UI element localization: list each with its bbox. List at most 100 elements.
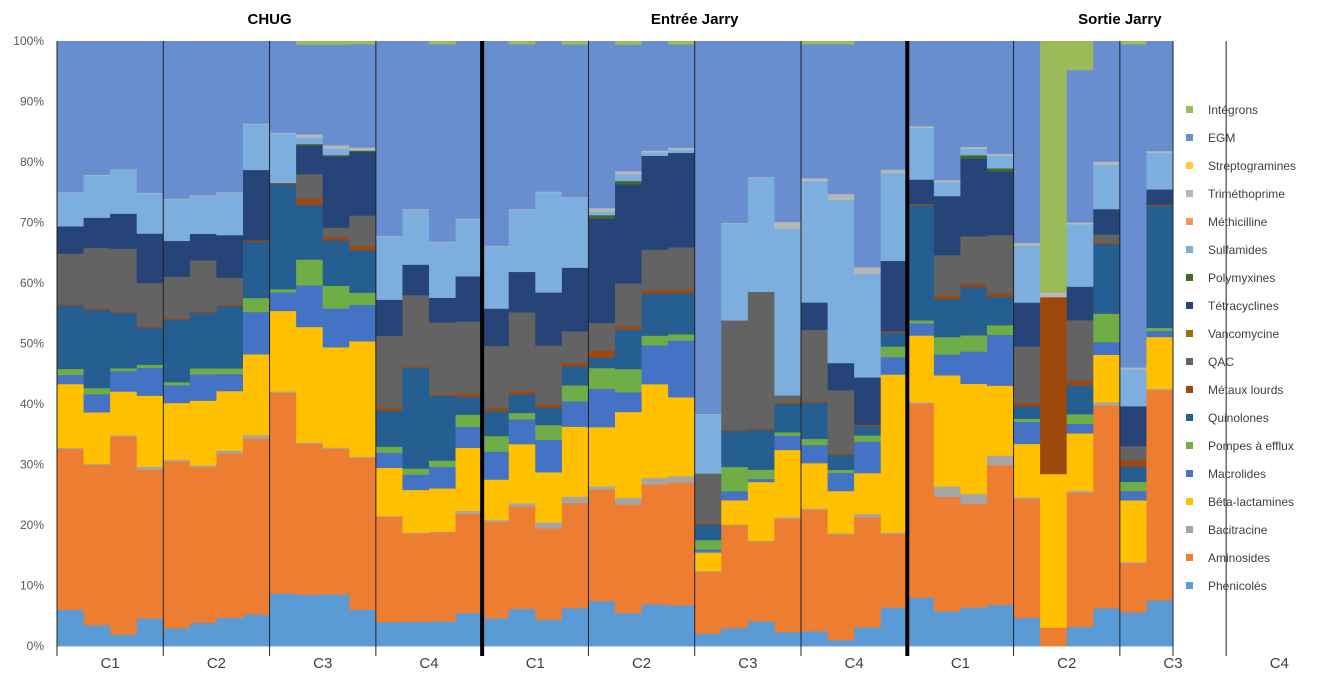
legend-swatch	[1186, 106, 1193, 113]
bar-segment	[296, 285, 324, 328]
bar-segment	[535, 292, 563, 346]
bar-segment	[136, 233, 164, 284]
bar-segment	[801, 508, 828, 510]
bar-segment	[83, 217, 111, 249]
bar-segment	[83, 624, 111, 647]
bar-segment	[482, 407, 510, 412]
bar-segment	[747, 621, 775, 647]
bar-segment	[296, 326, 324, 443]
bar-segment	[508, 391, 536, 395]
bar-segment	[455, 321, 483, 394]
bar-segment	[1066, 286, 1094, 321]
bar-segment	[322, 156, 350, 228]
bar-segment	[136, 618, 164, 647]
bar-segment	[880, 532, 908, 535]
bar-segment	[57, 383, 84, 448]
bar-segment	[535, 191, 563, 293]
bar-segment	[83, 41, 111, 175]
bar-segment	[110, 169, 138, 171]
bar-segment	[429, 488, 456, 532]
y-tick-label: 60%	[20, 276, 44, 290]
bar-segment	[641, 293, 669, 336]
bar-segment	[322, 285, 350, 309]
bar-segment	[1066, 433, 1094, 492]
legend-label: Phénicolés	[1208, 579, 1267, 593]
bar-segment	[296, 198, 324, 206]
bar-segment	[694, 413, 722, 415]
bar-segment	[1093, 242, 1121, 245]
bar-segment	[1119, 481, 1147, 492]
bar-segment	[880, 346, 908, 358]
bar-segment	[535, 472, 563, 523]
bar-segment	[747, 41, 775, 178]
bar-segment	[588, 489, 616, 602]
bar-segment	[349, 44, 377, 148]
bar-segment	[801, 630, 828, 647]
bar-segment	[827, 453, 855, 455]
bar-segment	[455, 513, 483, 614]
bar-segment	[110, 634, 138, 647]
bar-segment	[57, 304, 84, 370]
x-category-label: C2	[1057, 655, 1076, 672]
bar-segment	[163, 381, 191, 386]
bar-segment	[854, 435, 882, 442]
x-category-label: C3	[1163, 655, 1182, 672]
bar-segment	[508, 608, 536, 647]
bar-segment	[721, 490, 749, 501]
bar-segment	[243, 124, 270, 171]
bar-segment	[854, 425, 882, 436]
bar-segment	[508, 41, 536, 45]
bar-segment	[402, 294, 430, 367]
bar-segment	[455, 396, 483, 415]
legend-label: Bêta-lactamines	[1208, 495, 1294, 509]
bar-segment	[561, 426, 589, 497]
bar-segment	[801, 462, 828, 509]
bar-segment	[615, 326, 642, 330]
bar-segment	[933, 41, 961, 181]
legend-swatch	[1186, 442, 1193, 449]
bar-segment	[827, 362, 855, 391]
bar-segment	[535, 424, 563, 441]
bar-segment	[189, 400, 217, 466]
y-tick-label: 100%	[13, 34, 44, 48]
bar-segment	[987, 455, 1014, 466]
legend-label: Sulfamides	[1208, 243, 1267, 257]
bar-segment	[907, 125, 935, 129]
bar-segment	[189, 374, 217, 401]
bar-segment	[694, 549, 722, 553]
bar-segment	[429, 621, 456, 647]
bar-segment	[136, 364, 164, 369]
bar-segment	[1040, 473, 1068, 628]
bar-segment	[880, 169, 908, 174]
bar-segment	[455, 414, 483, 427]
bar-segment	[747, 541, 775, 622]
bar-segment	[1119, 612, 1147, 647]
bar-segment	[1013, 346, 1041, 404]
bar-segment	[189, 622, 217, 647]
bar-segment	[508, 209, 536, 273]
bar-segment	[482, 479, 510, 521]
bar-segment	[641, 290, 669, 294]
bar-segment	[110, 391, 138, 436]
bar-segment	[296, 41, 324, 45]
x-category-label: C1	[526, 655, 545, 672]
bar-segment	[269, 310, 297, 392]
bar-segment	[508, 208, 536, 210]
bar-segment	[136, 395, 164, 467]
bar-segment	[349, 304, 377, 342]
bar-segment	[747, 469, 775, 480]
bar-segment	[269, 182, 297, 185]
bar-segment	[508, 443, 536, 504]
bar-segment	[561, 267, 589, 332]
bar-segment	[615, 41, 642, 45]
bar-segment	[216, 453, 244, 619]
legend-swatch	[1186, 554, 1193, 561]
bar-segment	[960, 335, 988, 352]
plot-area	[57, 41, 1174, 647]
bar-segment	[402, 474, 430, 491]
bar-segment	[1013, 421, 1041, 445]
bar-segment	[269, 292, 297, 312]
bar-segment	[987, 168, 1014, 172]
bar-segment	[987, 325, 1014, 335]
bar-segment	[960, 146, 988, 149]
